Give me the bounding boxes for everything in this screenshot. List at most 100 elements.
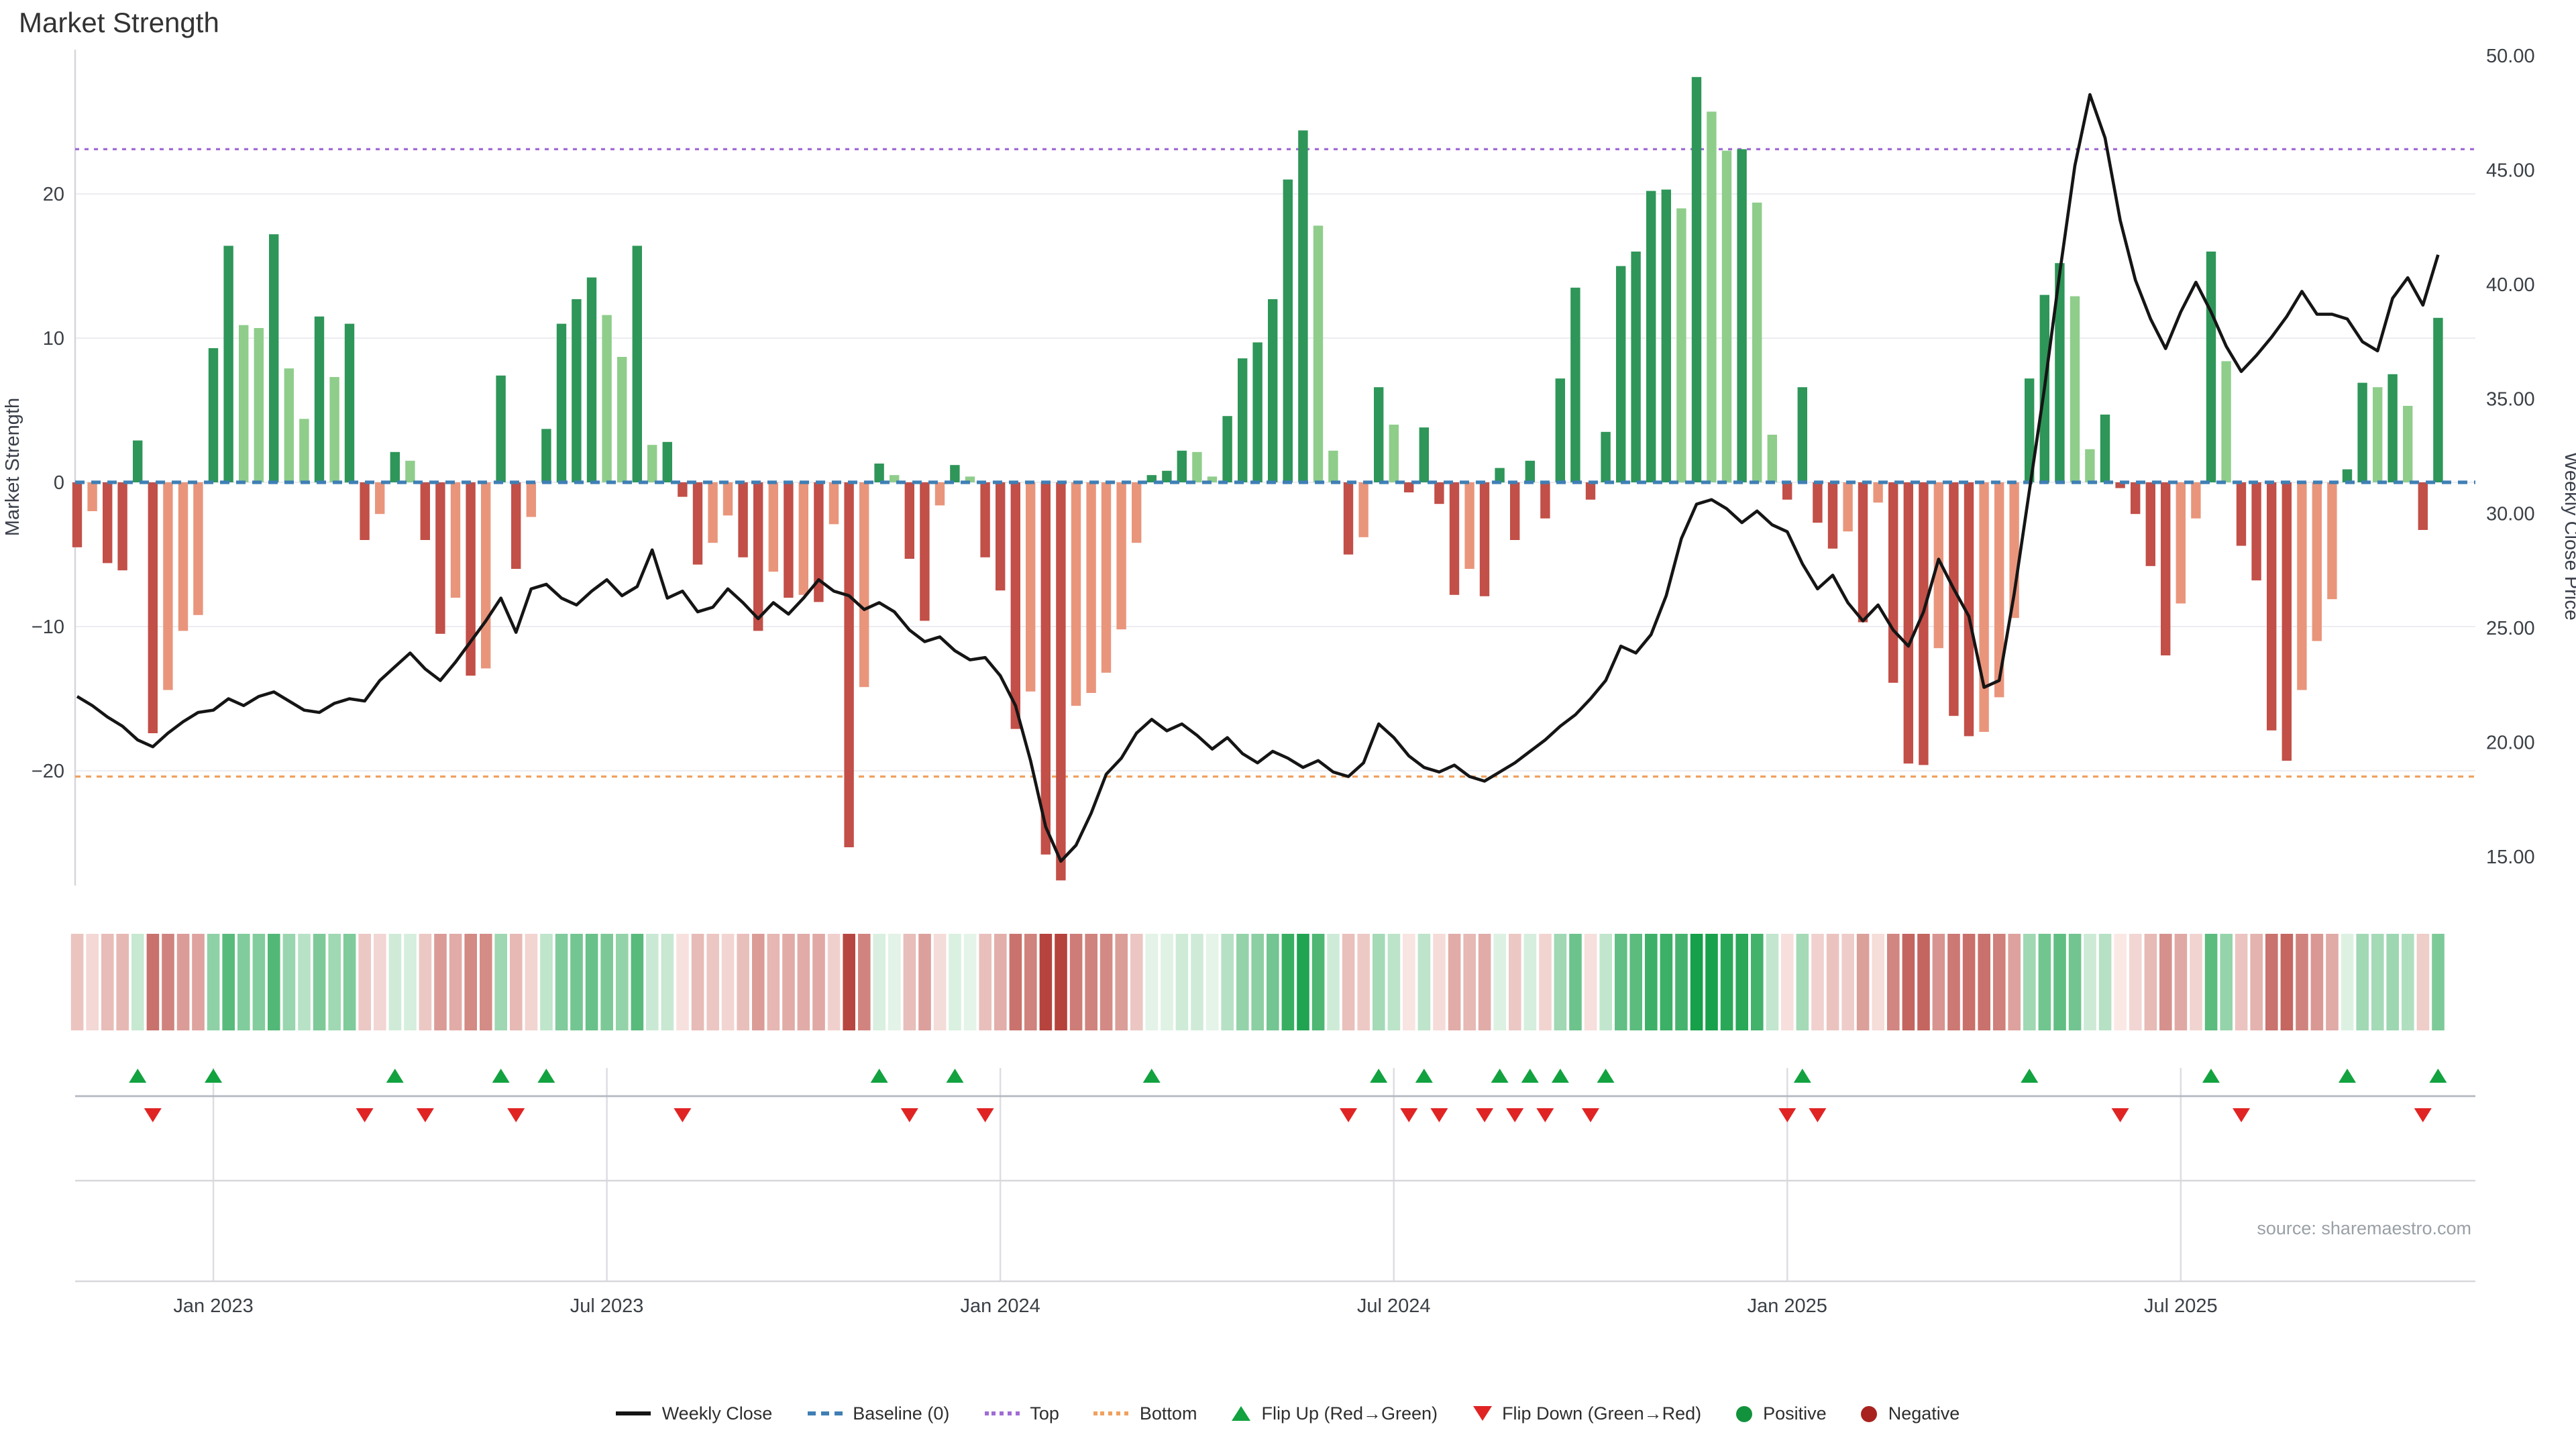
heatmap-cell	[2250, 934, 2263, 1030]
strength-bar	[2312, 482, 2322, 641]
flip-down-icon	[416, 1108, 434, 1122]
heatmap-cell	[449, 934, 462, 1030]
strength-bar	[647, 445, 657, 482]
heatmap-cell	[70, 934, 84, 1030]
heatmap-cell	[1221, 934, 1234, 1030]
heatmap-cell	[2416, 934, 2430, 1030]
flip-up-icon	[1551, 1069, 1569, 1083]
strength-bar	[1071, 482, 1081, 706]
legend-label: Top	[1030, 1403, 1059, 1424]
strength-bar	[2433, 317, 2443, 482]
strength-bar	[375, 482, 385, 515]
heatmap-cell	[646, 934, 659, 1030]
heatmap-cell	[797, 934, 810, 1030]
heatmap-cell	[1856, 934, 1870, 1030]
heatmap-cell	[661, 934, 674, 1030]
heatmap-cell	[1463, 934, 1476, 1030]
strength-bar	[1888, 482, 1898, 683]
strength-bar	[1101, 482, 1112, 673]
heatmap-cell	[767, 934, 780, 1030]
heatmap-cell	[1766, 934, 1779, 1030]
heatmap-cell	[2280, 934, 2294, 1030]
heatmap-cell	[1161, 934, 1173, 1030]
strength-bar	[996, 482, 1006, 591]
heatmap-cell	[1099, 934, 1113, 1030]
strength-bar	[2342, 469, 2353, 482]
strength-bar	[2191, 482, 2201, 519]
strength-bar	[1086, 482, 1096, 693]
strength-bar	[1797, 387, 1807, 482]
heatmap-cell	[737, 934, 749, 1030]
strength-bar	[2403, 406, 2413, 482]
strength-bar	[572, 299, 582, 482]
flip-down-icon	[1340, 1108, 1358, 1122]
strength-bar	[2176, 482, 2186, 604]
strength-bar	[117, 482, 127, 571]
svg-text:Jan 2025: Jan 2025	[1748, 1295, 1827, 1317]
heatmap-cell	[691, 934, 704, 1030]
heatmap-cell	[721, 934, 735, 1030]
strength-bar	[1691, 76, 1702, 483]
strength-bar	[2115, 482, 2125, 488]
heatmap-cell	[2084, 934, 2096, 1030]
heatmap-cell	[2432, 934, 2445, 1030]
source-credit: source: sharemaestro.com	[2257, 1218, 2471, 1238]
legend-label: Weekly Close	[661, 1403, 773, 1424]
strength-bar	[133, 440, 143, 482]
heatmap-cell	[555, 934, 568, 1030]
heatmap-cell	[2129, 934, 2142, 1030]
page-title: Market Strength	[19, 8, 219, 39]
flip-up-icon	[2429, 1069, 2447, 1083]
legend-swatch-dot-orange	[1093, 1411, 1129, 1415]
strength-bar	[1283, 179, 1293, 483]
strength-bar	[2055, 263, 2065, 482]
strength-bar	[1585, 482, 1596, 500]
strength-bar	[1495, 468, 1505, 483]
svg-text:Jan 2023: Jan 2023	[173, 1295, 253, 1317]
heatmap-cell	[282, 934, 296, 1030]
heatmap-cell	[1675, 934, 1688, 1030]
heatmap-cell	[2068, 934, 2082, 1030]
strength-bar	[208, 348, 219, 482]
flip-down-icon	[356, 1108, 374, 1122]
strength-bar	[2221, 361, 2231, 482]
heatmap-cell	[328, 934, 341, 1030]
heatmap-cell	[1175, 934, 1189, 1030]
flip-up-markers	[129, 1069, 2447, 1083]
strength-bar	[1328, 450, 1338, 482]
legend-label: Negative	[1888, 1403, 1960, 1424]
heatmap-cell	[1251, 934, 1264, 1030]
flip-down-icon	[674, 1108, 692, 1122]
strength-bar	[1752, 203, 1762, 482]
strength-bar	[617, 357, 627, 482]
svg-text:−10: −10	[32, 616, 64, 638]
heatmap-cell	[994, 934, 1007, 1030]
heatmap-cell	[2220, 934, 2233, 1030]
heatmap-cell	[1433, 934, 1446, 1030]
legend-item-dash: Baseline (0)	[807, 1403, 949, 1424]
heatmap-cell	[706, 934, 719, 1030]
heatmap-cell	[1327, 934, 1340, 1030]
strength-bar	[844, 482, 854, 847]
heatmap-cell	[888, 934, 901, 1030]
strength-bar	[2327, 482, 2337, 600]
heatmap-cell	[86, 934, 99, 1030]
legend: Weekly Close Baseline (0) Top Bottom Flip Up…	[0, 1403, 2576, 1424]
x-axis-ticks: Jan 2023 Jul 2023 Jan 2024 Jul 2024 Jan 2025…	[173, 1295, 2217, 1317]
strength-bar	[1903, 482, 1913, 764]
heatmap-cell	[525, 934, 538, 1030]
strength-bars	[72, 76, 2443, 881]
heatmap-cell	[1947, 934, 1960, 1030]
heatmap-cell	[131, 934, 144, 1030]
flip-up-icon	[870, 1069, 888, 1083]
svg-text:Jul 2023: Jul 2023	[570, 1295, 644, 1317]
flip-up-icon	[129, 1069, 147, 1083]
heatmap-cell	[434, 934, 447, 1030]
strength-bar	[1040, 482, 1051, 855]
strength-bar	[950, 465, 960, 482]
svg-text:20: 20	[43, 184, 64, 205]
heatmap-cell	[313, 934, 326, 1030]
svg-text:Jan 2024: Jan 2024	[960, 1295, 1040, 1317]
strength-heatmap-strip	[70, 934, 2445, 1030]
heatmap-cell	[1978, 934, 1990, 1030]
